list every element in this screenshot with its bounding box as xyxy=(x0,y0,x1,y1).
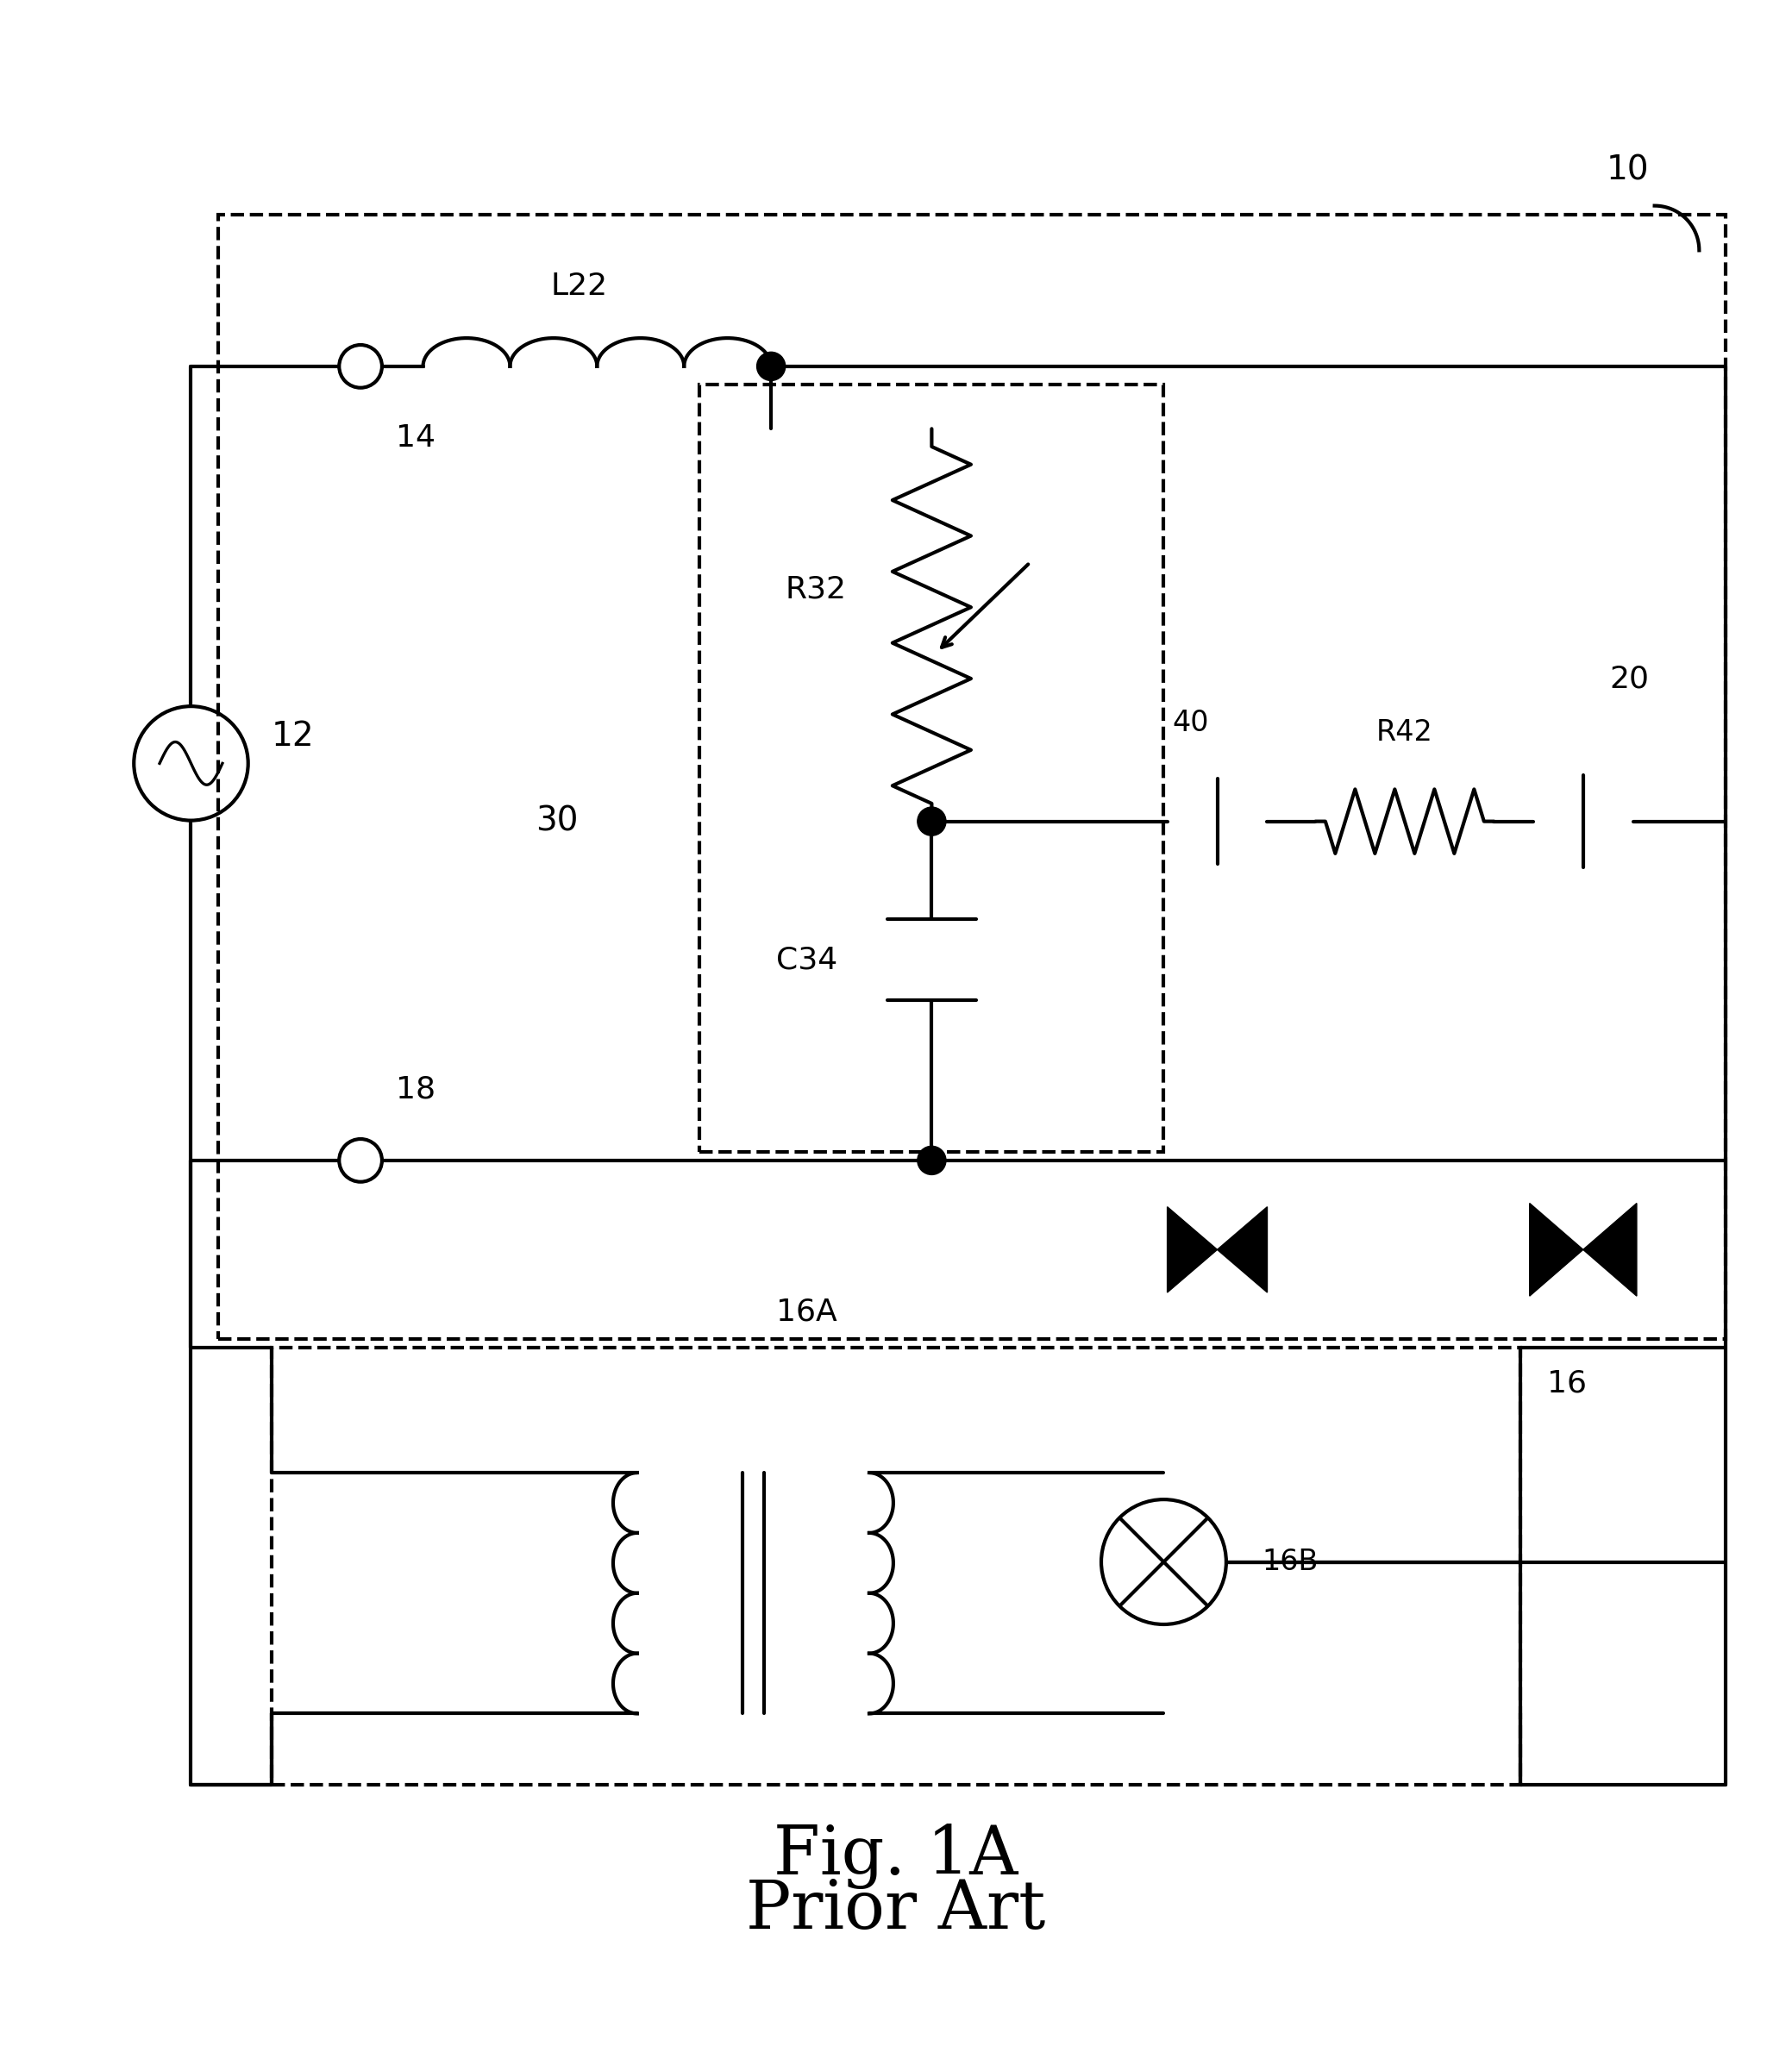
Text: 10: 10 xyxy=(1606,153,1649,186)
Circle shape xyxy=(756,352,785,381)
Text: 12: 12 xyxy=(271,721,314,754)
Text: C34: C34 xyxy=(776,944,837,973)
Text: 18: 18 xyxy=(396,1075,435,1104)
Circle shape xyxy=(918,1145,946,1174)
Text: Fig. 1A: Fig. 1A xyxy=(774,1825,1018,1889)
Circle shape xyxy=(918,808,946,835)
Text: 16: 16 xyxy=(1548,1369,1588,1398)
Polygon shape xyxy=(1530,1203,1582,1296)
Text: 40: 40 xyxy=(1172,708,1210,737)
Text: 16A: 16A xyxy=(776,1296,837,1328)
Text: 20: 20 xyxy=(1609,665,1650,694)
Bar xyxy=(219,215,1726,1338)
Polygon shape xyxy=(1582,1203,1636,1296)
Text: 14: 14 xyxy=(396,422,435,451)
Bar xyxy=(271,1348,1521,1785)
Polygon shape xyxy=(1217,1207,1267,1292)
Text: 30: 30 xyxy=(536,806,579,839)
Text: R42: R42 xyxy=(1376,719,1434,746)
Text: Prior Art: Prior Art xyxy=(745,1876,1047,1943)
Text: L22: L22 xyxy=(550,271,607,300)
Circle shape xyxy=(339,1139,382,1183)
Bar xyxy=(699,385,1163,1151)
Polygon shape xyxy=(1167,1207,1217,1292)
Circle shape xyxy=(339,346,382,387)
Text: 16B: 16B xyxy=(1262,1547,1319,1576)
Text: R32: R32 xyxy=(785,576,846,605)
